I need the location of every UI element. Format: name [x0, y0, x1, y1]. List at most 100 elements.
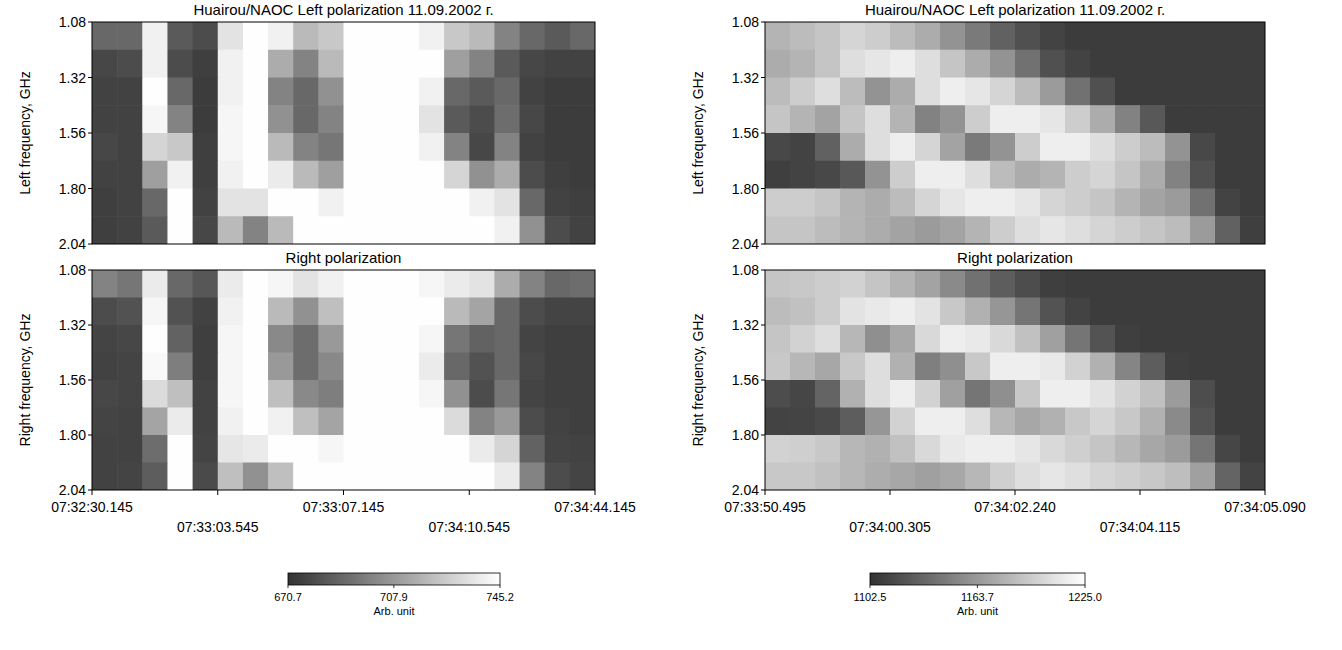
cell [1240, 22, 1265, 50]
cell [293, 380, 319, 408]
cell [545, 408, 571, 436]
cell [193, 133, 219, 161]
cell [318, 380, 344, 408]
cell [369, 133, 395, 161]
cell [1040, 22, 1066, 50]
cell [318, 325, 344, 353]
cell [268, 161, 294, 189]
heatmap-cells [92, 270, 595, 490]
cell [293, 161, 319, 189]
cell [344, 105, 370, 133]
cell [790, 270, 816, 298]
cell [1140, 22, 1166, 50]
cell [293, 353, 319, 381]
cell [520, 270, 546, 298]
cell [520, 133, 546, 161]
cell [344, 189, 370, 217]
cell [865, 216, 891, 244]
y-tick-label: 1.08 [732, 14, 759, 30]
cell [92, 22, 118, 50]
cell [1215, 133, 1241, 161]
cell [469, 435, 495, 463]
cell [1065, 380, 1091, 408]
cell [142, 325, 168, 353]
cell [344, 22, 370, 50]
cell [570, 463, 595, 491]
cell [444, 353, 470, 381]
cell [444, 380, 470, 408]
cell [268, 78, 294, 106]
cell [117, 270, 143, 298]
cell [444, 435, 470, 463]
cell [790, 408, 816, 436]
y-tick [761, 244, 765, 245]
cell [268, 105, 294, 133]
cell [1165, 161, 1191, 189]
cell [965, 463, 991, 491]
cell [545, 463, 571, 491]
cell [1065, 270, 1091, 298]
cell [840, 22, 866, 50]
cell [1240, 380, 1265, 408]
cell [193, 189, 219, 217]
cell [940, 189, 966, 217]
cell [1040, 78, 1066, 106]
plot-frame [765, 22, 1265, 244]
cell [92, 435, 118, 463]
cell [1065, 408, 1091, 436]
cell [570, 133, 595, 161]
cell [142, 380, 168, 408]
cell [940, 435, 966, 463]
cell [117, 380, 143, 408]
cell [1240, 435, 1265, 463]
cell [520, 463, 546, 491]
cell [494, 353, 520, 381]
cell [1240, 270, 1265, 298]
cell [444, 298, 470, 326]
colorbar-tick [393, 585, 394, 588]
cell [965, 298, 991, 326]
cell [318, 22, 344, 50]
cell [520, 435, 546, 463]
cell [1065, 161, 1091, 189]
cell [1090, 380, 1116, 408]
cell [915, 161, 941, 189]
cell [1215, 216, 1241, 244]
cell [545, 325, 571, 353]
cell [520, 298, 546, 326]
cell [1240, 353, 1265, 381]
cell [293, 133, 319, 161]
cell [890, 435, 916, 463]
cell [965, 189, 991, 217]
cell [469, 270, 495, 298]
cell [570, 270, 595, 298]
cell [940, 78, 966, 106]
cell [394, 78, 420, 106]
cell [790, 105, 816, 133]
cell [1015, 408, 1041, 436]
cell [243, 270, 269, 298]
cell [494, 325, 520, 353]
cell [1140, 105, 1166, 133]
cell [419, 161, 445, 189]
y-tick-label: 1.80 [59, 427, 86, 443]
cell [243, 408, 269, 436]
cell [1115, 105, 1141, 133]
cell [990, 133, 1016, 161]
cell [444, 463, 470, 491]
cell [865, 161, 891, 189]
cell [1040, 270, 1066, 298]
cell [1140, 50, 1166, 78]
cell [840, 189, 866, 217]
cell [167, 105, 193, 133]
cell [815, 189, 841, 217]
cell [890, 189, 916, 217]
y-tick [761, 188, 765, 189]
cell [1065, 133, 1091, 161]
cell [444, 133, 470, 161]
cell [965, 161, 991, 189]
cell [990, 216, 1016, 244]
cell [890, 325, 916, 353]
panel-title: Right polarization [957, 249, 1073, 266]
cell [840, 435, 866, 463]
